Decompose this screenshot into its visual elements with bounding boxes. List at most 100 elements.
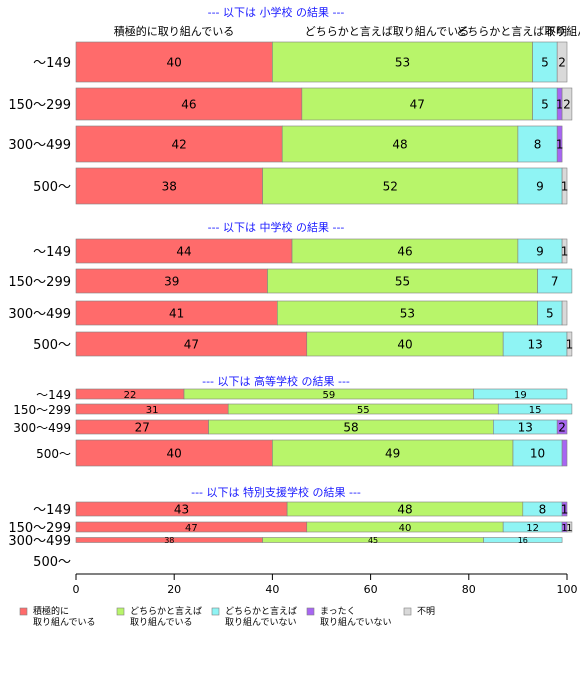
data-label-0-3-4: 1 — [561, 180, 569, 194]
data-label-0-0-0: 40 — [167, 56, 182, 70]
data-label-1-3-4: 1 — [566, 338, 574, 352]
data-label-2-2-1: 58 — [343, 421, 358, 435]
data-label-0-1-1: 47 — [410, 98, 425, 112]
data-label-3-0-2: 8 — [539, 503, 547, 517]
category-header-3: 不明 — [545, 25, 567, 38]
data-label-0-2-2: 8 — [534, 138, 542, 152]
data-label-3-2-2: 16 — [518, 536, 528, 545]
bar-segment-2-2-3 — [556, 419, 568, 435]
row-label-2-1: 150～299 — [13, 403, 71, 417]
legend-swatch-1 — [116, 607, 125, 616]
bar-segment-0-1-0 — [75, 87, 303, 121]
data-label-1-0-1: 46 — [397, 245, 412, 259]
data-label-2-3-1: 49 — [385, 447, 400, 461]
data-label-1-0-4: 1 — [561, 245, 569, 259]
bar-segment-1-3-1 — [306, 331, 504, 357]
legend-label-0-1: 取り組んでいる — [33, 616, 96, 628]
data-label-0-3-1: 52 — [383, 180, 398, 194]
group-title-1: --- 以下は 中学校 の結果 --- — [208, 220, 345, 234]
legend-swatch-2 — [211, 607, 220, 616]
category-header-0: 積極的に取り組んでいる — [114, 24, 234, 38]
data-label-3-1-1: 40 — [399, 523, 412, 534]
bar-segment-1-0-4 — [561, 238, 568, 264]
bar-segment-3-1-4 — [566, 521, 573, 533]
bar-segment-1-1-1 — [267, 268, 538, 294]
data-label-0-1-2: 5 — [541, 98, 549, 112]
data-label-1-1-0: 39 — [164, 275, 179, 289]
row-label-3-0: ～149 — [33, 503, 71, 518]
data-label-3-1-3: 1 — [561, 523, 567, 534]
x-tick-label-2: 40 — [265, 583, 279, 596]
data-label-3-1-4: 1 — [566, 523, 572, 534]
data-label-3-0-0: 43 — [174, 503, 189, 517]
data-label-0-1-3: 1 — [556, 98, 564, 112]
data-label-0-1-0: 46 — [181, 98, 196, 112]
row-label-2-3: 500～ — [36, 447, 71, 461]
bar-segment-2-3-3 — [561, 439, 568, 467]
bar-segment-3-0-3 — [561, 501, 568, 517]
data-label-1-3-1: 40 — [397, 338, 412, 352]
data-label-2-1-2: 15 — [529, 405, 542, 416]
bar-segment-1-3-0 — [75, 331, 308, 357]
row-label-0-2: 300～499 — [8, 138, 71, 153]
data-label-2-1-1: 55 — [357, 405, 370, 416]
bar-segment-0-3-2 — [517, 167, 563, 205]
bar-segment-0-2-1 — [281, 125, 519, 163]
legend-label-2-1: 取り組んでいない — [225, 616, 297, 628]
bar-segment-0-1-4 — [561, 87, 573, 121]
data-label-2-3-2: 10 — [530, 447, 545, 461]
data-label-3-0-1: 48 — [397, 503, 412, 517]
row-label-0-1: 150～299 — [8, 98, 71, 113]
data-label-1-2-2: 5 — [546, 307, 554, 321]
x-tick-label-1: 20 — [167, 583, 181, 596]
data-label-3-0-3: 1 — [561, 503, 569, 517]
data-label-0-2-1: 48 — [392, 138, 407, 152]
group-title-3: --- 以下は 特別支援学校 の結果 --- — [191, 485, 361, 499]
bar-segment-0-1-2 — [532, 87, 558, 121]
data-label-2-2-2: 13 — [518, 421, 533, 435]
legend-label-4-0: 不明 — [417, 606, 435, 617]
data-label-2-3-0: 40 — [167, 447, 182, 461]
data-label-0-2-3: 1 — [556, 138, 564, 152]
row-label-1-2: 300～499 — [8, 307, 71, 322]
row-label-0-3: 500～ — [33, 180, 71, 195]
legend-swatch-0 — [19, 607, 28, 616]
row-label-3-1: 150～299 — [8, 521, 71, 536]
bar-segment-0-0-4 — [556, 41, 568, 83]
group-title-0: --- 以下は 小学校 の結果 --- — [208, 5, 345, 19]
data-label-3-1-2: 12 — [526, 523, 539, 534]
bar-segment-0-0-1 — [272, 41, 533, 83]
bar-segment-0-3-0 — [75, 167, 263, 205]
bar-segment-0-1-1 — [301, 87, 533, 121]
legend-label-1-0: どちらかと言えば — [130, 605, 202, 617]
data-label-1-1-2: 7 — [551, 275, 559, 289]
data-label-3-2-1: 45 — [368, 536, 378, 545]
legend-label-2-0: どちらかと言えば — [225, 605, 297, 617]
legend-swatch-3 — [306, 607, 315, 616]
row-label-1-0: ～149 — [33, 245, 71, 260]
bar-segment-1-1-2 — [537, 268, 573, 294]
row-label-2-0: ～149 — [36, 388, 71, 402]
bar-segment-2-3-2 — [512, 439, 563, 467]
legend-label-0-0: 積極的に — [33, 605, 69, 617]
bar-segment-0-2-3 — [556, 125, 563, 163]
bar-segment-1-3-4 — [566, 331, 573, 357]
data-label-3-1-0: 47 — [185, 523, 198, 534]
data-label-0-0-2: 5 — [541, 56, 549, 70]
bar-segment-1-2-4 — [561, 300, 568, 326]
data-label-1-3-2: 13 — [527, 338, 542, 352]
bar-segment-1-0-0 — [75, 238, 293, 264]
x-tick-label-0: 0 — [73, 583, 80, 596]
data-label-2-0-1: 59 — [322, 390, 335, 401]
bar-segment-2-0-2 — [473, 388, 568, 400]
legend-label-1-1: 取り組んでいる — [130, 616, 193, 628]
bar-segment-1-2-2 — [537, 300, 563, 326]
bar-segment-2-3-0 — [75, 439, 273, 467]
data-label-1-0-0: 44 — [176, 245, 191, 259]
legend-swatch-4 — [403, 607, 412, 616]
row-label-1-1: 150～299 — [8, 275, 71, 290]
data-label-2-2-0: 27 — [135, 421, 150, 435]
x-tick-label-5: 100 — [557, 583, 578, 596]
